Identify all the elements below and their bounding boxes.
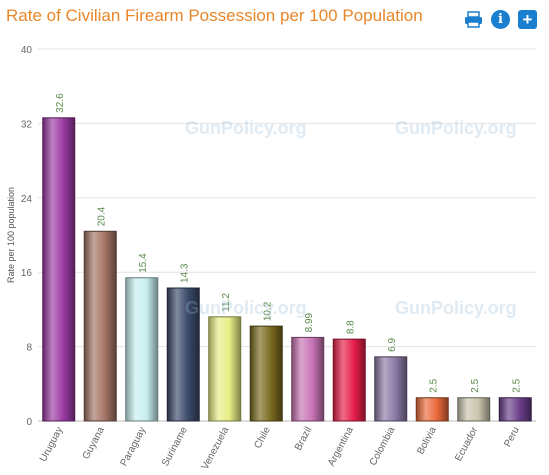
bar	[291, 336, 325, 422]
x-tick-label: Chile	[252, 425, 273, 451]
bar	[166, 287, 200, 422]
bar	[83, 230, 117, 422]
y-tick-label: 16	[21, 268, 33, 279]
y-tick-label: 0	[26, 417, 32, 428]
bar	[208, 316, 242, 422]
data-label: 2.5	[511, 378, 522, 392]
data-label: 32.6	[55, 93, 66, 113]
data-label: 2.5	[428, 378, 439, 392]
x-tick-label: Colombia	[368, 425, 398, 468]
x-tick-label: Bolivia	[415, 425, 439, 457]
x-tick-label: Argentina	[326, 425, 356, 468]
info-icon[interactable]: i	[491, 10, 510, 29]
data-label: 10.2	[262, 301, 273, 321]
data-label: 8.8	[345, 320, 356, 334]
x-tick-label: Peru	[502, 425, 522, 449]
x-tick-label: Venezuela	[200, 425, 232, 472]
y-tick-label: 32	[21, 119, 33, 130]
bar	[249, 325, 283, 422]
y-tick-label: 24	[21, 194, 33, 205]
data-label: 14.3	[179, 263, 190, 283]
x-tick-label: Uruguay	[38, 425, 65, 464]
plus-icon[interactable]: +	[518, 10, 537, 29]
chart-toolbar: i +	[464, 10, 537, 29]
bar	[457, 397, 491, 422]
data-label: 11.2	[221, 293, 232, 312]
bar	[374, 356, 408, 422]
data-label: 8.99	[304, 312, 315, 332]
bar	[415, 397, 449, 422]
printer-icon[interactable]	[464, 10, 483, 29]
bar	[42, 117, 76, 422]
data-label: 20.4	[96, 206, 107, 226]
x-tick-label: Suriname	[160, 425, 190, 468]
data-label: 2.5	[470, 378, 481, 392]
x-tick-label: Brazil	[293, 425, 314, 452]
chart-title: Rate of Civilian Firearm Possession per …	[6, 6, 423, 25]
bar	[125, 277, 159, 422]
y-tick-label: 8	[26, 343, 32, 354]
x-tick-label: Guyana	[81, 425, 107, 461]
data-label: 15.4	[138, 253, 149, 273]
y-tick-label: 40	[21, 45, 33, 56]
bar	[332, 338, 366, 422]
x-tick-label: Paraguay	[119, 425, 149, 468]
data-label: 6.9	[387, 337, 398, 351]
y-axis-label: Rate per 100 population	[6, 187, 16, 283]
x-tick-label: Ecuador	[453, 425, 481, 464]
bar	[498, 397, 532, 422]
